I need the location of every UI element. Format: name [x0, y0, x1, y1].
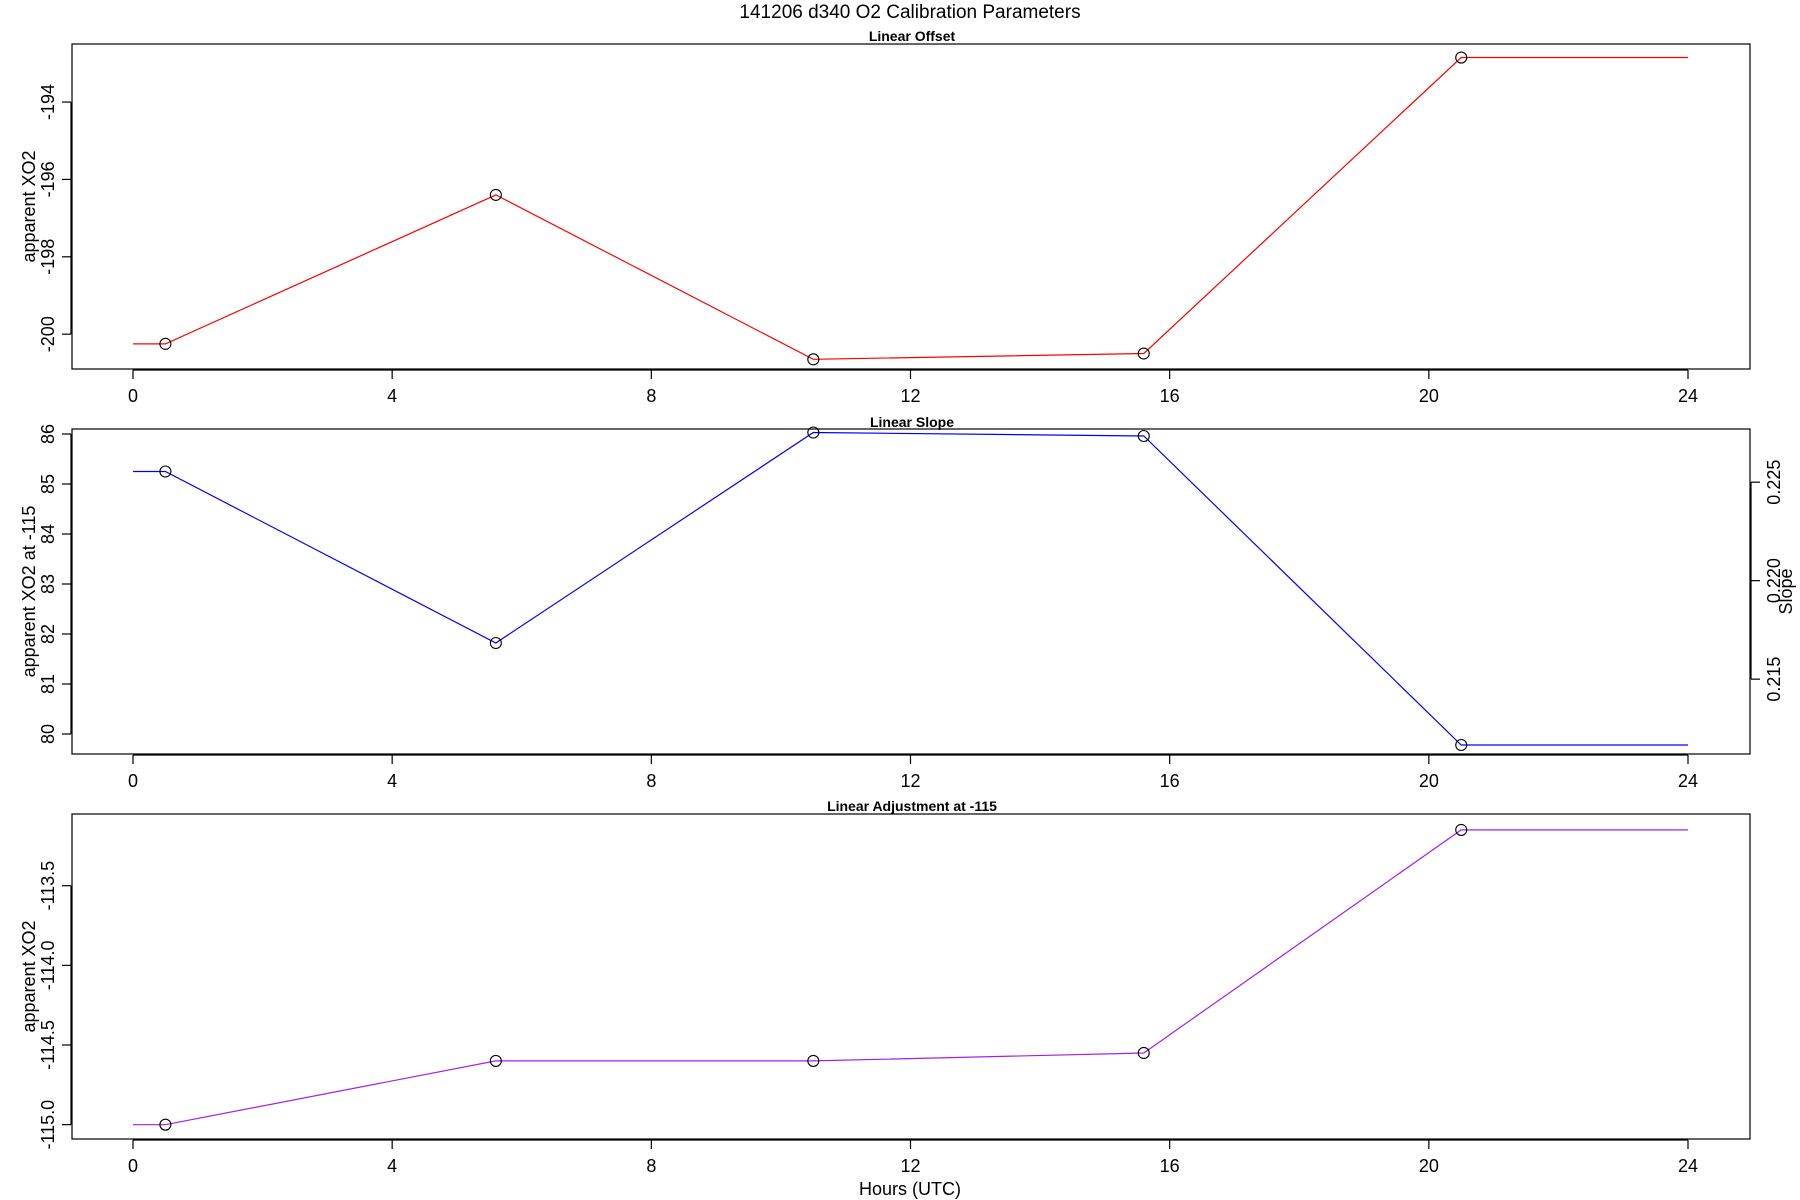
data-point [159, 465, 172, 478]
data-point [159, 1118, 172, 1131]
x-tick-label: 24 [1678, 1156, 1698, 1176]
y-tick-label: -114.0 [38, 940, 58, 990]
x-tick-label: 12 [900, 386, 920, 406]
x-tick-label: 16 [1160, 386, 1180, 406]
x-tick-label: 0 [128, 1156, 138, 1176]
y-axis-label: apparent XO2 [19, 920, 39, 1032]
data-point [159, 337, 172, 350]
data-point [1137, 1046, 1150, 1060]
data-point [1455, 823, 1468, 836]
y2-axis-label: Slope [1776, 568, 1796, 614]
y-tick-label: -113.5 [38, 861, 58, 911]
panel-title: Linear Slope [870, 414, 954, 430]
data-point [1455, 738, 1468, 752]
y-tick-label: 82 [38, 624, 58, 644]
x-tick-label: 4 [387, 386, 397, 406]
panels: Linear Offset 0 4 8 12 16 20 24 -200 -198 -196 -194… [19, 28, 1796, 1176]
data-point [1137, 347, 1150, 360]
y-tick-label: -200 [38, 316, 58, 352]
y2-tick-label: 0.220 [1764, 558, 1784, 603]
x-tick-label: 16 [1160, 771, 1180, 791]
panel-title: Linear Adjustment at -115 [827, 798, 997, 814]
x-tick-label: 24 [1678, 771, 1698, 791]
x-tick-label: 0 [128, 386, 138, 406]
x-tick-label: 4 [387, 1156, 397, 1176]
data-point [1137, 429, 1150, 443]
y-tick-label: -115.0 [38, 1100, 58, 1150]
x-tick-label: 24 [1678, 386, 1698, 406]
x-tick-label: 8 [646, 771, 656, 791]
x-tick-label: 20 [1419, 386, 1439, 406]
y2-tick-label: 0.215 [1764, 657, 1784, 702]
data-point [489, 636, 502, 650]
x-axis-label: Hours (UTC) [859, 1179, 961, 1199]
data-point [489, 1054, 502, 1067]
series-line [133, 431, 1688, 746]
y-tick-label: 83 [38, 574, 58, 594]
x-tick-label: 12 [900, 771, 920, 791]
y-axis-label: apparent XO2 at -115 [19, 506, 39, 678]
data-point [807, 1054, 820, 1067]
x-tick-label: 12 [900, 1156, 920, 1176]
series-line [133, 829, 1688, 1126]
x-tick-label: 16 [1160, 1156, 1180, 1176]
series-line [133, 56, 1688, 360]
plot-frame [71, 428, 1751, 755]
panel-3: Linear Adjustment at -115 0 4 8 12 16 20 24 -115… [19, 798, 1751, 1176]
y-axis-label: apparent XO2 [19, 150, 39, 262]
y-tick-label: -196 [38, 161, 58, 197]
panel-2: Linear Slope 0 4 8 12 16 20 24 80 81 82 83 84 85 86 app… [19, 414, 1796, 791]
x-tick-label: 8 [646, 1156, 656, 1176]
panel-title: Linear Offset [869, 28, 956, 44]
y-tick-label: 85 [38, 474, 58, 494]
data-point [1455, 51, 1468, 64]
data-point [807, 426, 820, 439]
x-tick-label: 4 [387, 771, 397, 791]
y-tick-label: -194 [38, 84, 58, 120]
figure-title: 141206 d340 O2 Calibration Parameters [739, 2, 1080, 23]
y-tick-label: 86 [38, 424, 58, 444]
x-tick-label: 20 [1419, 771, 1439, 791]
x-tick-label: 0 [128, 771, 138, 791]
data-point [489, 188, 502, 201]
panel-1: Linear Offset 0 4 8 12 16 20 24 -200 -198 -196 -194… [19, 28, 1751, 406]
y-tick-label: 81 [38, 674, 58, 694]
x-tick-label: 8 [646, 386, 656, 406]
plot-frame [71, 813, 1751, 1140]
plot-frame [71, 43, 1751, 370]
data-point [807, 353, 820, 366]
y-tick-label: -114.5 [38, 1020, 58, 1070]
y-tick-label: -198 [38, 239, 58, 275]
y-tick-label: 80 [38, 724, 58, 744]
y2-tick-label: 0.225 [1764, 460, 1784, 505]
x-tick-label: 20 [1419, 1156, 1439, 1176]
y-tick-label: 84 [38, 524, 58, 544]
